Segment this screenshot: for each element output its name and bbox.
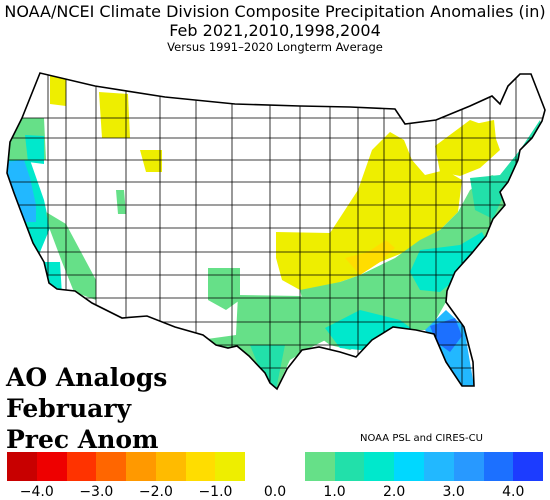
- legend-swatch: [66, 452, 97, 481]
- legend-swatch: [453, 452, 484, 481]
- michigan-dry-region: [475, 120, 496, 140]
- map-title: NOAA/NCEI Climate Division Composite Pre…: [4, 2, 546, 21]
- legend-tick-label: −4.0: [19, 484, 54, 500]
- legend-swatch: [275, 452, 305, 481]
- legend-swatch: [245, 452, 276, 481]
- legend-swatch: [483, 452, 514, 481]
- legend-tick-label: 3.0: [442, 484, 465, 500]
- oregon-wet-region: [25, 135, 44, 164]
- south-texas-wet-region: [250, 345, 285, 389]
- northern-california-heavy-wet-region: [7, 160, 36, 222]
- utah-wet-region: [116, 190, 126, 214]
- map-subtitle-baseline: Versus 1991–2020 Longterm Average: [167, 40, 383, 54]
- us-precip-anomaly-map: [6, 72, 546, 390]
- idaho-dry-region: [50, 73, 66, 106]
- legend-swatch: [7, 452, 37, 481]
- overlay-line-1: AO Analogs: [6, 363, 168, 392]
- legend-swatch: [126, 452, 156, 481]
- montana-dry-region: [99, 92, 130, 138]
- legend-tick-label: 1.0: [323, 484, 346, 500]
- legend-swatch: [304, 452, 335, 481]
- legend-swatch: [513, 452, 544, 481]
- carolinas-wet-region: [410, 232, 490, 292]
- socal-wet-region: [36, 262, 62, 295]
- legend-swatch: [364, 452, 395, 481]
- legend-tick-label: 4.0: [502, 484, 525, 500]
- southeast-wet-region: [300, 175, 505, 350]
- color-legend-bar: [7, 452, 544, 481]
- legend-swatch: [185, 452, 216, 481]
- north-florida-very-wet-region: [430, 318, 462, 352]
- ohio-valley-moderate-dry-region: [345, 240, 395, 275]
- texas-wet-region: [200, 295, 335, 389]
- credit-text: NOAA PSL and CIRES-CU: [360, 433, 483, 444]
- legend-swatch: [394, 452, 424, 481]
- map-subtitle-years: Feb 2021,2010,1998,2004: [169, 21, 381, 40]
- legend-tick-label: 2.0: [382, 484, 406, 500]
- legend-swatch: [215, 452, 246, 481]
- legend-swatch: [155, 452, 186, 481]
- legend-tick-label: −1.0: [198, 484, 233, 500]
- nevada-wet-region: [46, 212, 96, 300]
- wyoming-dry-region: [140, 150, 162, 172]
- legend-swatch: [334, 452, 365, 481]
- legend-tick-label: −2.0: [138, 484, 173, 500]
- legend-swatch: [96, 452, 127, 481]
- legend-swatch: [423, 452, 454, 481]
- overlay-line-3: Prec Anom: [6, 425, 159, 454]
- overlay-line-2: February: [6, 394, 132, 423]
- legend-swatch: [36, 452, 67, 481]
- legend-tick-label: −3.0: [79, 484, 114, 500]
- legend-tick-label: 0.0: [263, 484, 287, 500]
